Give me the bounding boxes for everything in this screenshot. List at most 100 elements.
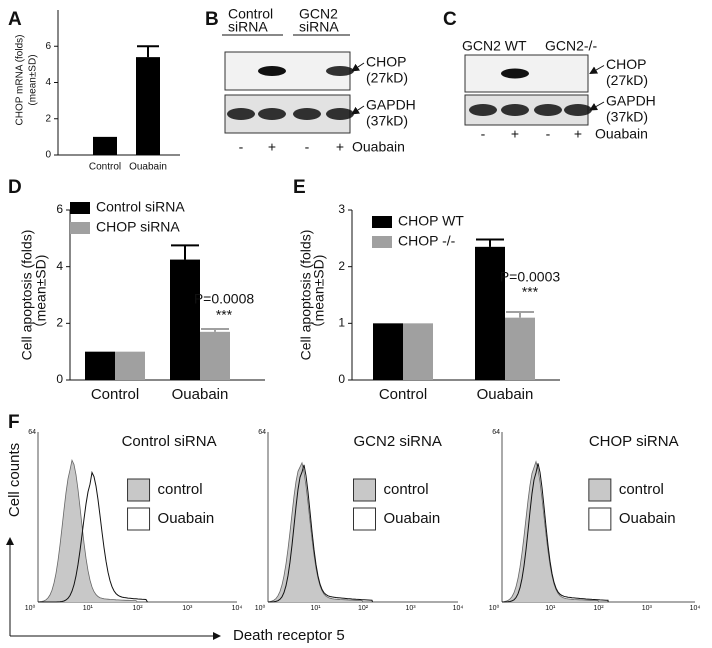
annotation: P=0.0008 [194,291,255,307]
treatment-label: Ouabain [352,139,405,155]
treatment-sign: + [574,126,582,142]
legend-label: Ouabain [619,510,676,527]
treatment-sign: - [305,139,310,155]
flow-x-tick-label: 10⁴ [453,605,464,612]
flow-ymax: 64 [492,429,500,436]
band-arrow [589,65,605,74]
flow-x-tick-label: 10² [132,605,143,612]
y-tick-label: 4 [45,77,51,88]
legend-label: Ouabain [158,510,215,527]
y-axis-label: Cell counts [6,443,23,517]
panel-label: F [8,412,20,433]
flow-x-tick-label: 10² [358,605,369,612]
flow-x-tick-label: 10³ [182,605,193,612]
legend-swatch [127,507,151,531]
legend-label: CHOP WT [398,213,464,229]
band-arrow [589,101,605,111]
flow-x-tick-label: 10¹ [83,605,94,612]
treatment-label: Ouabain [595,126,648,142]
band-label: (27kD) [366,70,408,86]
group-label: GCN2-/- [545,38,597,54]
bar [93,136,117,155]
legend-label: control [384,481,429,498]
blot-band [326,66,354,76]
y-axis-label: CHOP mRNA (folds) [15,35,26,126]
flow-x-tick-label: 10⁰ [255,604,266,612]
band-label: GAPDH [606,93,656,109]
legend-swatch [588,507,612,531]
group-label: GCN2 WT [462,38,527,54]
y-tick-label: 0 [45,150,51,161]
legend-label: CHOP siRNA [96,219,180,235]
legend-label: Ouabain [384,510,441,527]
y-axis-label: (mean±SD) [28,54,39,105]
legend-swatch [372,216,392,228]
blot-band [534,104,562,116]
band-label: (37kD) [366,113,408,129]
y-tick-label: 0 [56,372,63,386]
blot-band [469,104,497,116]
x-tick-label: Control [379,386,427,403]
band-label: GAPDH [366,97,416,113]
error-bar [506,311,534,318]
y-axis-label: （mean±SD) [33,255,49,336]
bar [136,57,160,155]
y-tick-label: 1 [338,316,345,330]
control-histogram [37,459,138,603]
legend-swatch [353,507,376,531]
y-tick-label: 4 [56,259,63,273]
control-histogram [267,461,364,603]
x-tick-label: Control [91,386,139,403]
flow-x-tick-label: 10⁰ [489,604,500,612]
bar [115,351,145,380]
legend-label: CHOP -/- [398,233,456,249]
x-tick-label: Ouabain [172,386,229,403]
y-tick-label: 6 [56,202,63,216]
band-label: (37kD) [606,109,648,125]
blot-band [227,108,255,120]
group-label: siRNA [228,19,268,35]
x-axis-label: Death receptor 5 [233,627,345,644]
blot-band [501,104,529,116]
bar [373,323,403,380]
bar [505,317,535,380]
legend-swatch [353,478,376,502]
x-tick-label: Ouabain [477,386,534,403]
blot-band [293,108,321,120]
y-tick-label: 0 [338,372,345,386]
legend-label: control [619,481,664,498]
legend-label: Control siRNA [96,199,185,215]
flow-title: CHOP siRNA [589,433,679,450]
blot-band [258,66,286,76]
ouabain-histogram [38,470,148,603]
bar [85,351,115,380]
flow-x-tick-label: 10⁴ [232,605,243,612]
ouabain-histogram [502,463,609,603]
bar [200,331,230,380]
flow-x-tick-label: 10³ [405,605,416,612]
panel-label: C [443,9,457,30]
legend-swatch [372,236,392,248]
blot-band [258,108,286,120]
panel-label: D [8,177,22,198]
treatment-sign: + [336,139,344,155]
treatment-sign: - [546,126,551,142]
panel-label: B [205,9,219,30]
y-axis-label: Cell apoptosis (folds) [19,230,35,361]
flow-title: Control siRNA [122,433,217,450]
legend-swatch [127,478,151,502]
y-axis-label: Cell apoptosis (folds) [298,230,314,361]
y-axis-label: （mean±SD) [311,255,327,336]
ouabain-histogram [268,464,373,603]
error-bar [476,238,504,247]
y-tick-label: 2 [338,259,345,273]
flow-x-tick-label: 10¹ [310,605,321,612]
flow-ymax: 64 [28,429,36,436]
legend-swatch [588,478,612,502]
band-label: CHOP [366,54,406,70]
treatment-sign: - [239,139,244,155]
bar [475,246,505,380]
y-tick-label: 3 [338,202,345,216]
blot-band [501,68,529,79]
